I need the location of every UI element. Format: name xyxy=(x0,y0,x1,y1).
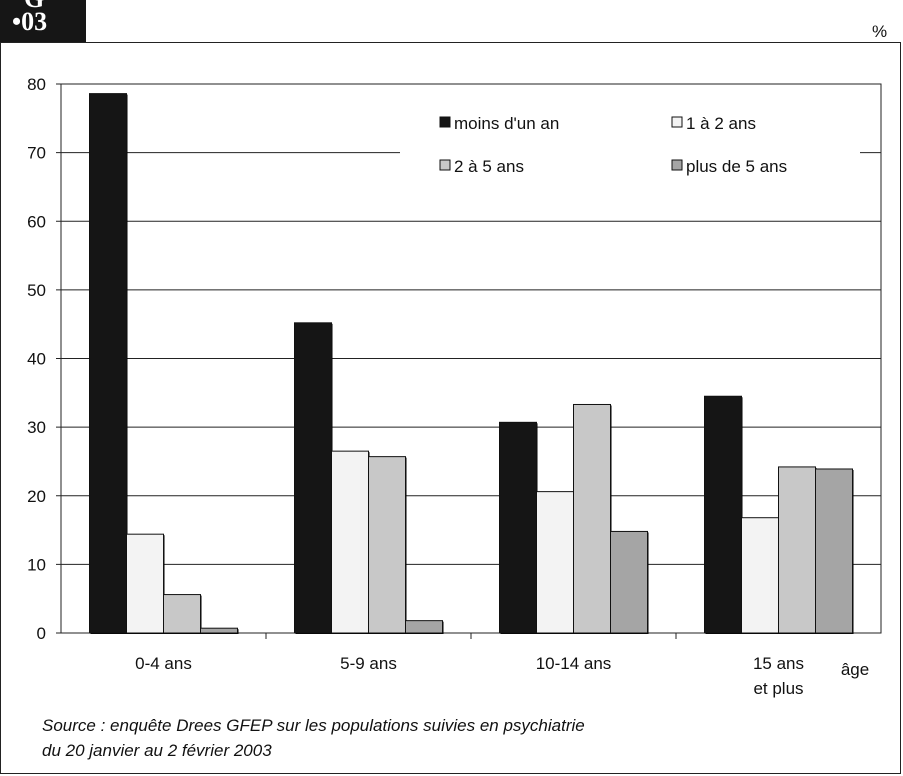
x-tick-label: 5-9 ans xyxy=(340,654,397,673)
source-line-2: du 20 janvier au 2 février 2003 xyxy=(42,741,272,760)
x-tick-label: 10-14 ans xyxy=(536,654,612,673)
bar xyxy=(89,93,127,634)
chart-frame xyxy=(0,42,901,774)
bar xyxy=(704,395,742,634)
bar xyxy=(778,466,816,634)
y-tick-label: 30 xyxy=(27,418,46,437)
x-tick-label: 15 ans xyxy=(753,654,804,673)
source-line-1: Source : enquête Drees GFEP sur les popu… xyxy=(42,716,585,735)
y-tick-label: 70 xyxy=(27,144,46,163)
chart-number-badge: G •03 xyxy=(0,0,86,42)
bar xyxy=(610,530,648,634)
x-axis-label: âge xyxy=(841,660,869,679)
y-tick-label: 10 xyxy=(27,555,46,574)
bar xyxy=(200,627,238,634)
bar xyxy=(294,322,332,634)
bar xyxy=(405,620,443,634)
legend-swatch xyxy=(439,116,451,128)
bar xyxy=(126,533,164,634)
legend-label: plus de 5 ans xyxy=(686,157,787,176)
bar xyxy=(499,421,537,634)
legend-label: 2 à 5 ans xyxy=(454,157,524,176)
badge-number: •03 xyxy=(12,7,48,36)
legend-swatch xyxy=(671,116,683,128)
y-tick-label: 20 xyxy=(27,487,46,506)
bar xyxy=(573,403,611,634)
bar xyxy=(331,450,369,634)
bar xyxy=(741,517,779,634)
bar xyxy=(163,594,201,634)
bar xyxy=(536,491,574,634)
source-note: Source : enquête Drees GFEP sur les popu… xyxy=(42,713,585,763)
legend-label: moins d'un an xyxy=(454,114,559,133)
legend-label: 1 à 2 ans xyxy=(686,114,756,133)
y-tick-label: 80 xyxy=(27,75,46,94)
bar xyxy=(815,468,853,634)
y-tick-label: 0 xyxy=(37,624,46,643)
x-tick-label: et plus xyxy=(753,679,803,698)
y-tick-label: 60 xyxy=(27,212,46,231)
bar xyxy=(368,456,406,634)
legend-swatch xyxy=(439,159,451,171)
legend-box xyxy=(400,104,860,184)
y-tick-label: 50 xyxy=(27,281,46,300)
badge-letter: G xyxy=(24,0,44,12)
x-tick-label: 0-4 ans xyxy=(135,654,192,673)
legend-swatch xyxy=(671,159,683,171)
unit-label: % xyxy=(872,22,888,41)
y-tick-label: 40 xyxy=(27,350,46,369)
